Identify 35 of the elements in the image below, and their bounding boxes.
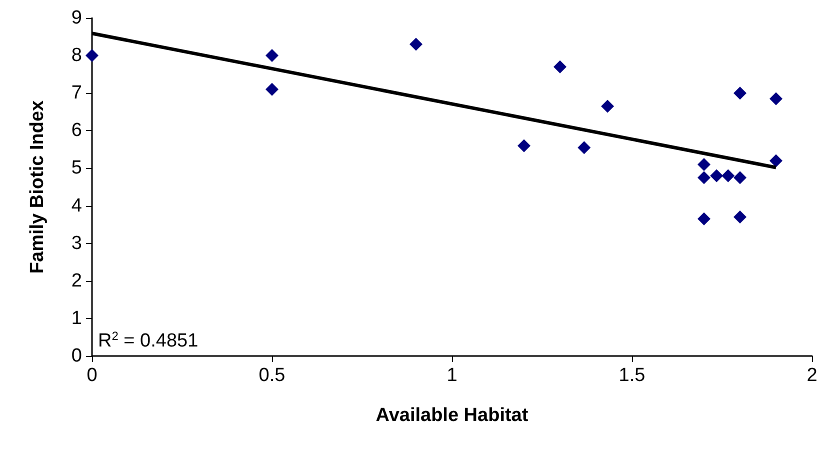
point — [734, 86, 746, 100]
point — [266, 49, 278, 62]
point — [698, 212, 710, 226]
y-tick-label: 4 — [71, 195, 82, 216]
y-tick-label: 2 — [71, 270, 82, 292]
x-tick-label: 1 — [446, 365, 458, 386]
point — [698, 171, 710, 184]
y-tick-label: 9 — [71, 8, 82, 28]
point — [266, 82, 278, 96]
y-tick-label: 0 — [71, 346, 82, 366]
x-axis-title: Available Habitat — [376, 405, 529, 426]
y-tick-label: 3 — [71, 232, 82, 254]
point — [578, 141, 591, 154]
y-tick-label: 7 — [71, 82, 82, 104]
y-tick-label: 5 — [71, 158, 82, 179]
point — [710, 169, 724, 182]
y-tick-label: 1 — [71, 308, 82, 329]
x-tick-label: 0.5 — [258, 365, 286, 386]
y-tick-label: 6 — [71, 120, 82, 142]
y-axis-title: Family Biotic Index — [27, 100, 48, 274]
point — [518, 139, 530, 152]
point — [734, 171, 746, 184]
y-tick-label: 8 — [71, 45, 82, 66]
x-tick-label: 1.5 — [618, 365, 646, 386]
point — [554, 60, 566, 74]
x-tick-label: 0 — [86, 365, 98, 386]
point — [734, 210, 746, 224]
point — [698, 158, 710, 171]
point — [722, 169, 735, 182]
point — [410, 38, 422, 51]
x-tick-label: 2 — [806, 365, 818, 386]
point — [770, 154, 782, 168]
point — [86, 49, 98, 62]
point — [770, 92, 782, 106]
point — [601, 100, 614, 113]
